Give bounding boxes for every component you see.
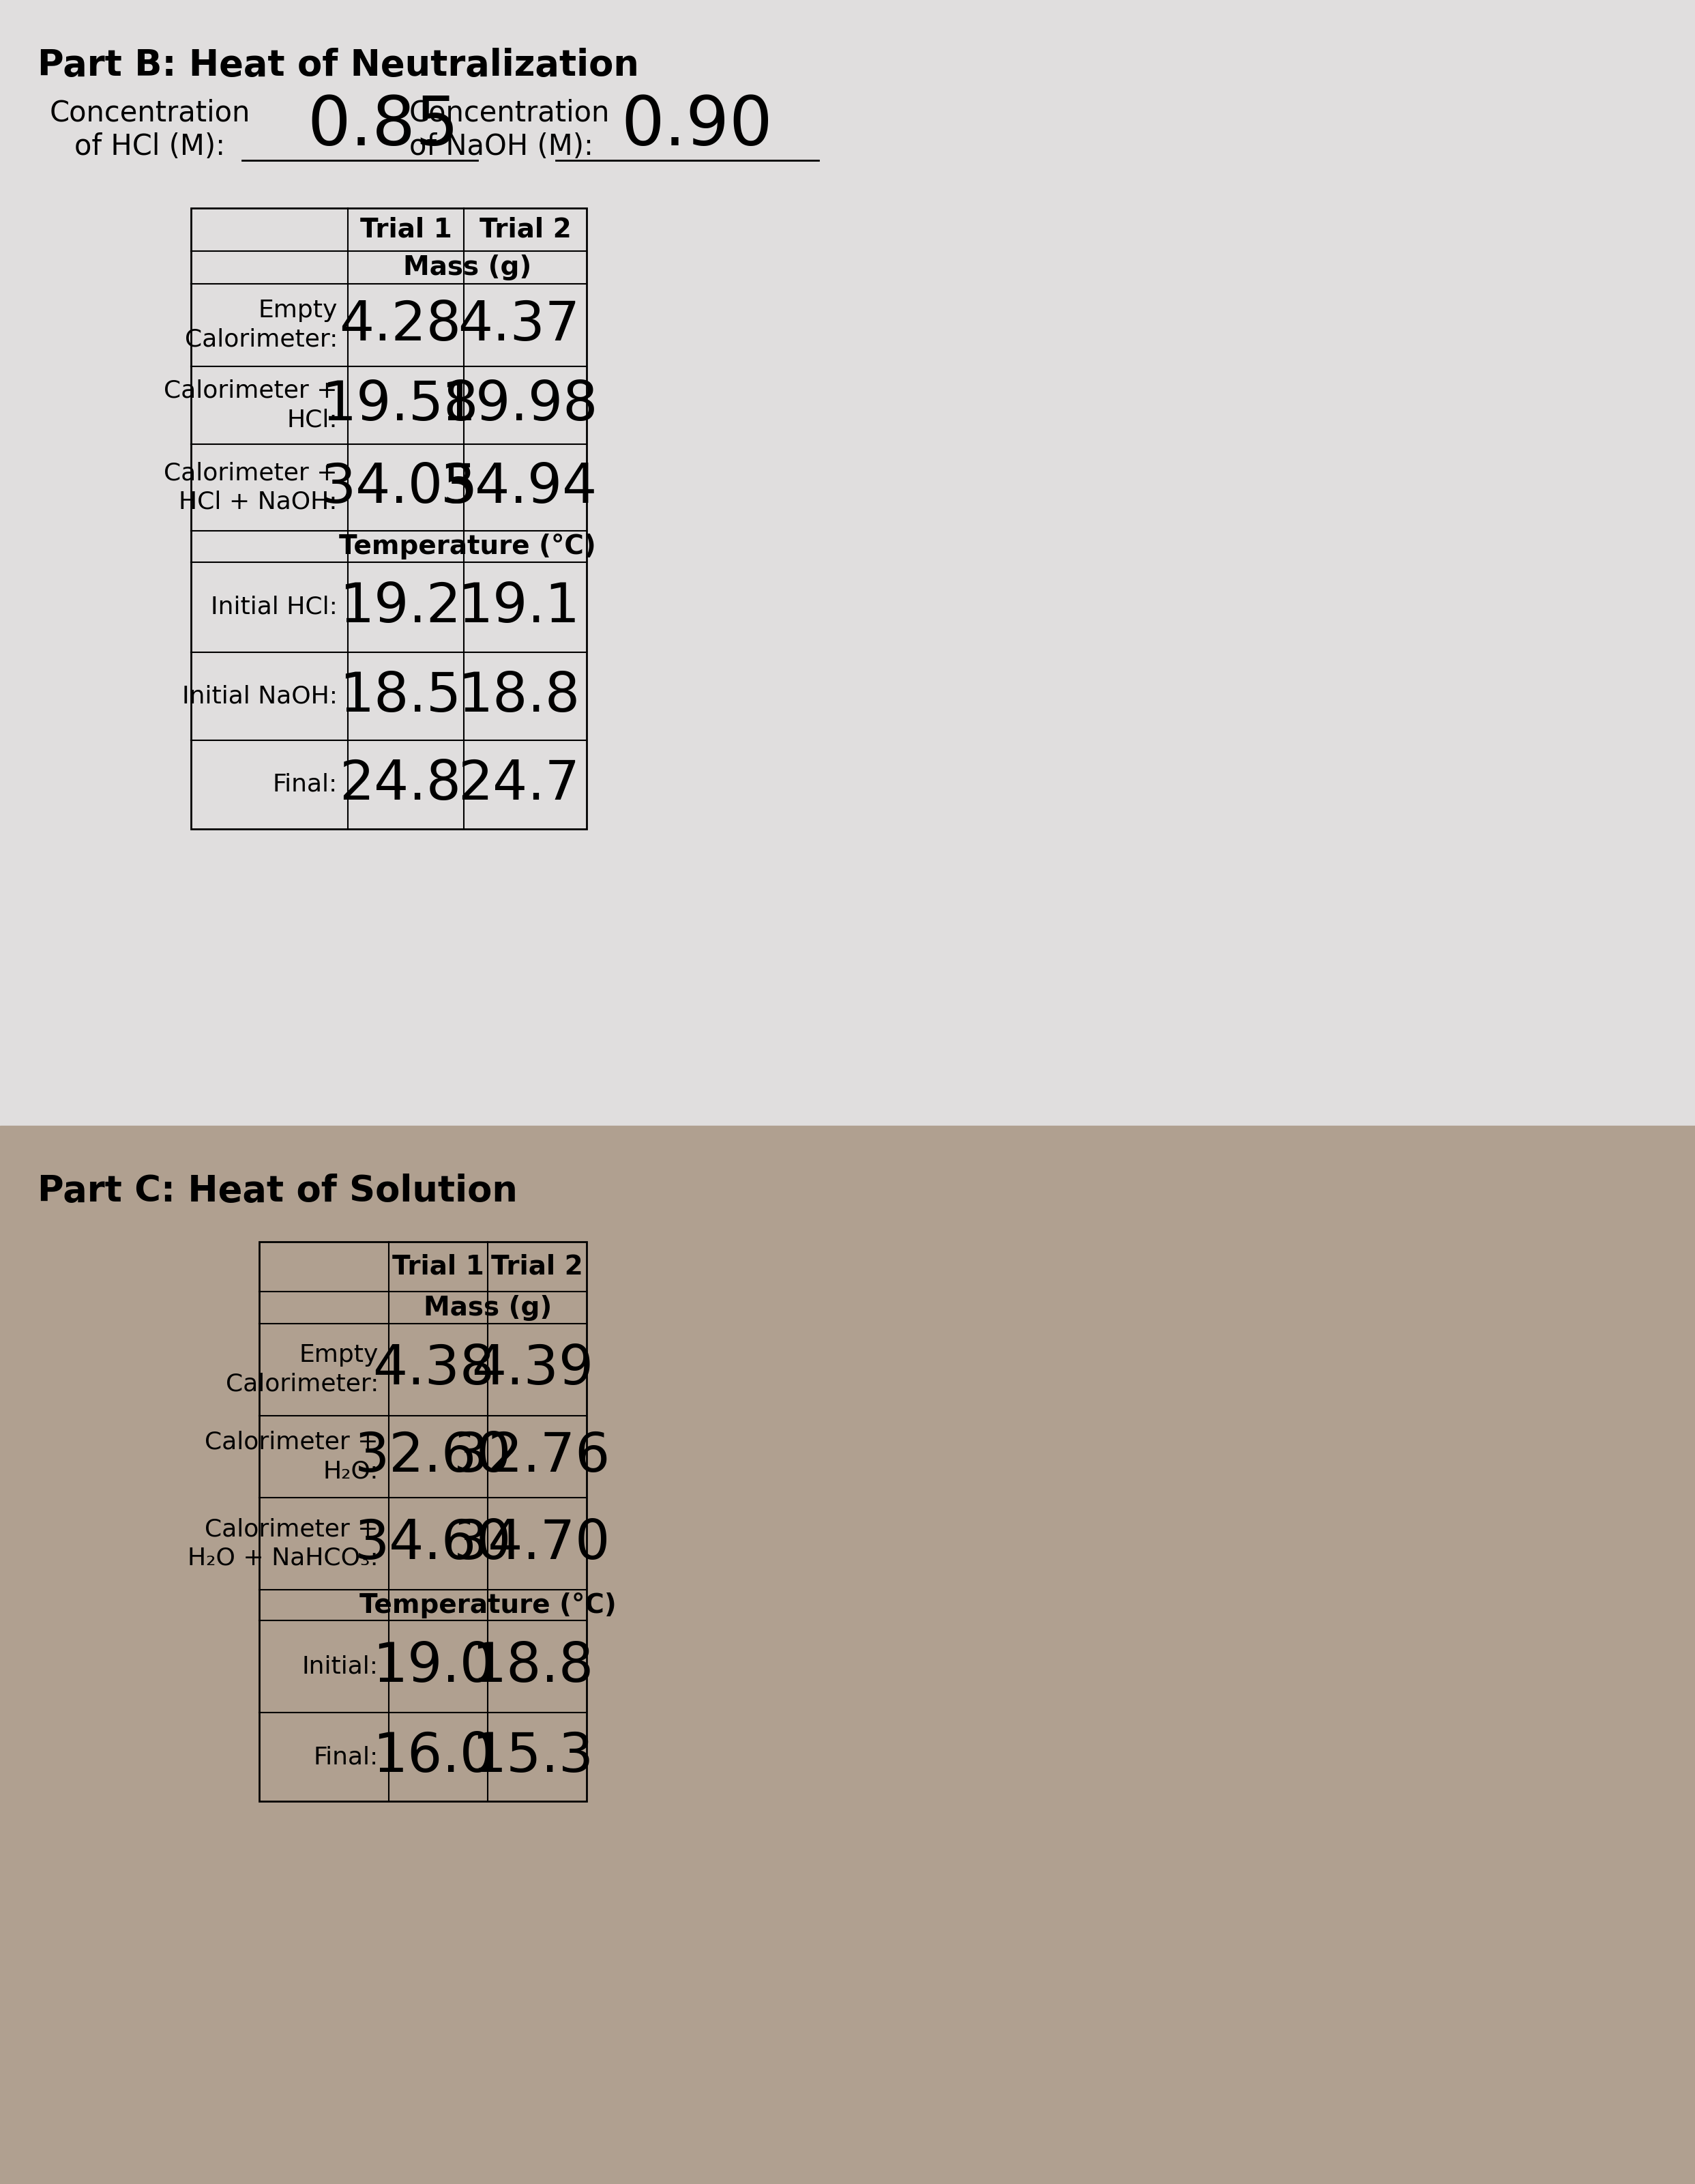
Text: 4.28: 4.28 — [339, 299, 461, 352]
Text: 19.98: 19.98 — [441, 378, 598, 432]
Text: 34.60: 34.60 — [354, 1518, 512, 1570]
Text: Part C: Heat of Solution: Part C: Heat of Solution — [37, 1173, 517, 1210]
Text: Calorimeter +
HCl:: Calorimeter + HCl: — [164, 380, 337, 430]
Text: Mass (g): Mass (g) — [424, 1295, 553, 1321]
Text: 32.76: 32.76 — [454, 1431, 610, 1483]
Text: 19.1: 19.1 — [458, 581, 580, 633]
Text: 16.0: 16.0 — [373, 1730, 495, 1784]
Text: Calorimeter +
H₂O:: Calorimeter + H₂O: — [205, 1431, 378, 1483]
Text: 34.05: 34.05 — [322, 461, 478, 513]
Text: 34.70: 34.70 — [454, 1518, 610, 1570]
Text: Trial 1: Trial 1 — [359, 216, 453, 242]
Text: 4.37: 4.37 — [458, 299, 580, 352]
Bar — [0, 0, 1695, 1125]
Text: 24.7: 24.7 — [458, 758, 580, 810]
Text: 0.85: 0.85 — [307, 94, 459, 159]
Text: 19.2: 19.2 — [339, 581, 461, 633]
Text: Final:: Final: — [273, 773, 337, 797]
Text: Concentration
of NaOH (M):: Concentration of NaOH (M): — [408, 98, 610, 162]
Text: Initial:: Initial: — [302, 1655, 378, 1677]
Text: 18.8: 18.8 — [458, 670, 580, 723]
Text: Calorimeter +
H₂O + NaHCO₃:: Calorimeter + H₂O + NaHCO₃: — [188, 1518, 378, 1570]
Text: 15.3: 15.3 — [471, 1730, 593, 1784]
Text: Empty
Calorimeter:: Empty Calorimeter: — [185, 299, 337, 352]
Text: 19.58: 19.58 — [322, 378, 478, 432]
Bar — [259, 1243, 586, 1802]
Text: Concentration
of HCl (M):: Concentration of HCl (M): — [49, 98, 251, 162]
Text: Final:: Final: — [314, 1745, 378, 1769]
Text: 19.0: 19.0 — [373, 1640, 495, 1693]
Text: 0.90: 0.90 — [620, 94, 773, 159]
Text: Trial 2: Trial 2 — [480, 216, 571, 242]
Text: 24.8: 24.8 — [339, 758, 461, 810]
Text: 4.38: 4.38 — [373, 1343, 495, 1396]
Text: Initial NaOH:: Initial NaOH: — [181, 684, 337, 708]
Text: Trial 2: Trial 2 — [492, 1254, 583, 1280]
Text: Mass (g): Mass (g) — [403, 256, 532, 280]
Text: Empty
Calorimeter:: Empty Calorimeter: — [225, 1343, 378, 1396]
Text: Trial 1: Trial 1 — [392, 1254, 485, 1280]
Text: 18.5: 18.5 — [339, 670, 461, 723]
Text: 32.60: 32.60 — [354, 1431, 512, 1483]
Text: Calorimeter +
HCl + NaOH:: Calorimeter + HCl + NaOH: — [164, 461, 337, 513]
Text: 4.39: 4.39 — [471, 1343, 593, 1396]
Bar — [192, 207, 586, 830]
Text: Initial HCl:: Initial HCl: — [210, 596, 337, 618]
Text: 18.8: 18.8 — [471, 1640, 593, 1693]
Text: 34.94: 34.94 — [441, 461, 598, 513]
Text: Part B: Heat of Neutralization: Part B: Heat of Neutralization — [37, 48, 639, 83]
Text: Temperature (°C): Temperature (°C) — [359, 1592, 617, 1618]
Bar — [0, 1125, 1695, 2184]
Text: Temperature (°C): Temperature (°C) — [339, 533, 595, 559]
